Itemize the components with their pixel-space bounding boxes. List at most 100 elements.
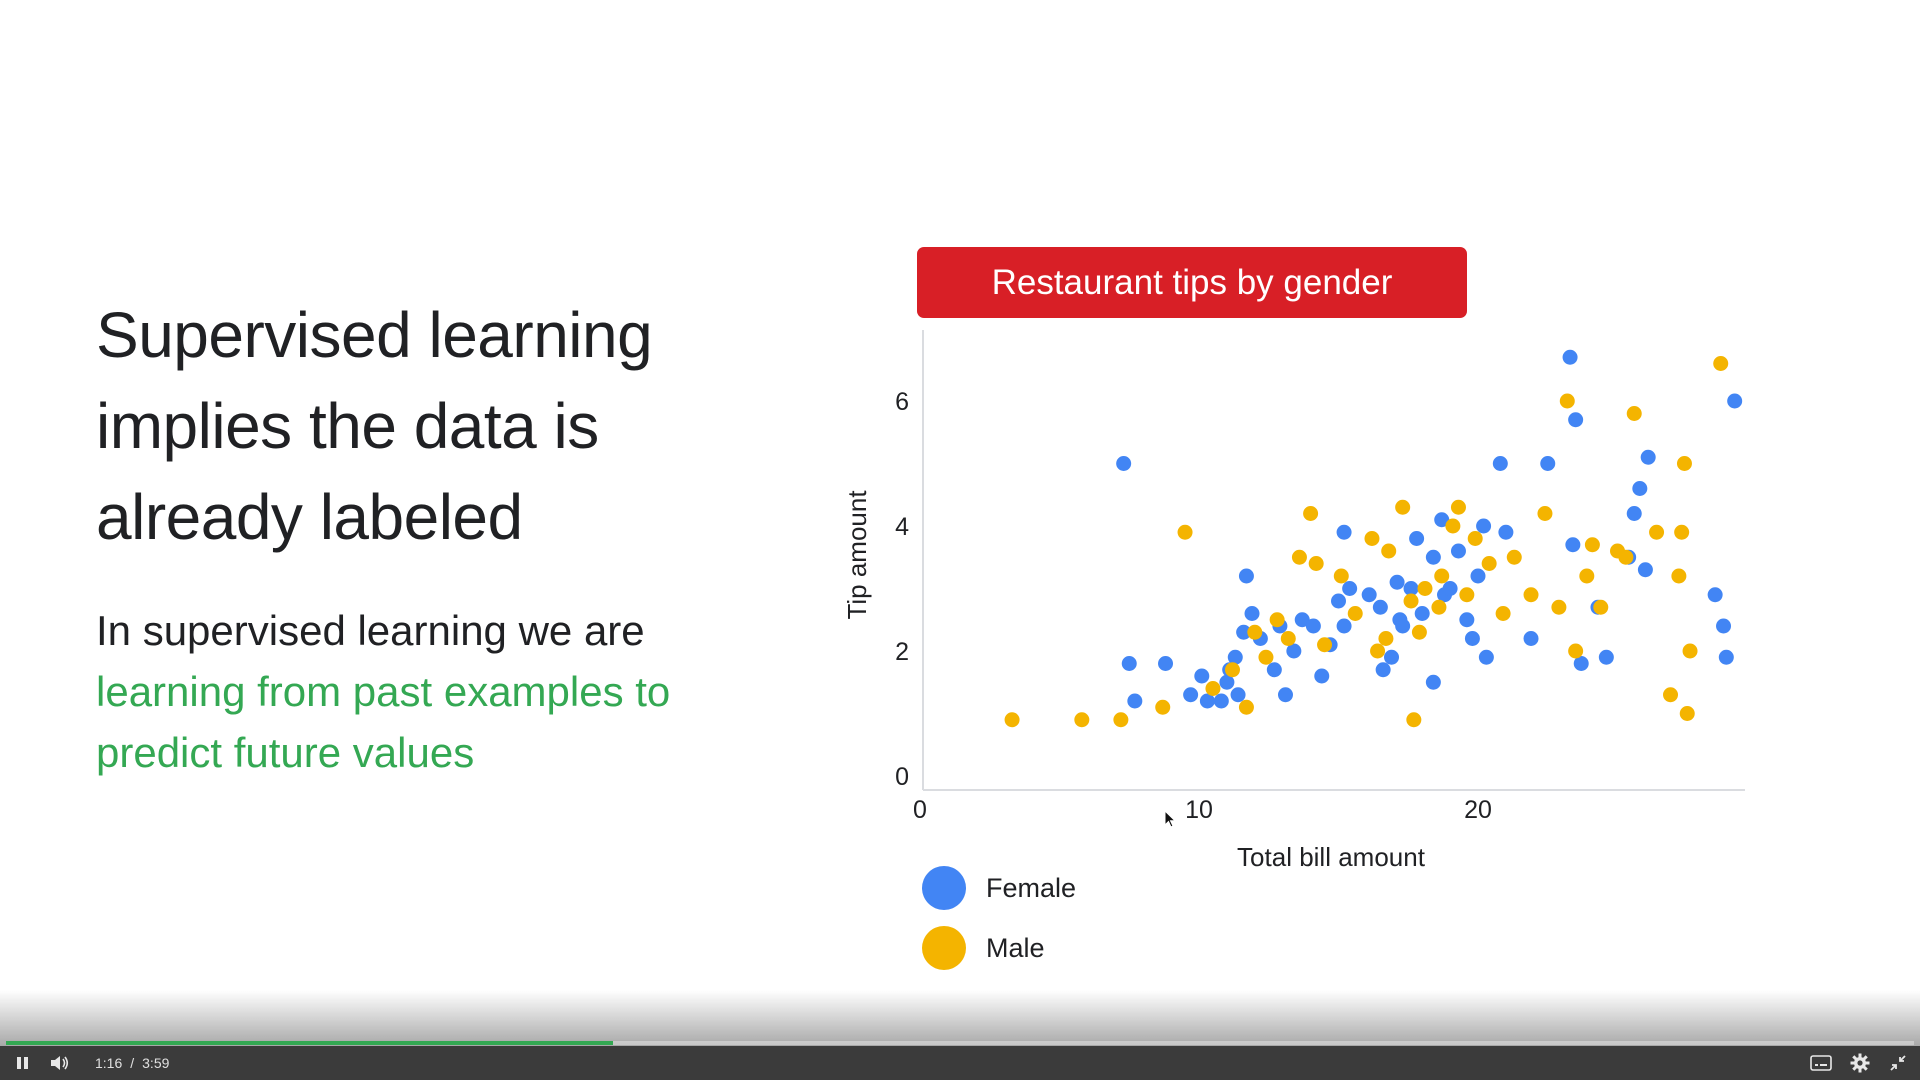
data-point-female — [1409, 531, 1425, 546]
data-point-female — [1199, 693, 1215, 709]
data-point-male — [1238, 699, 1254, 715]
data-point-male — [1626, 406, 1642, 421]
data-point-female — [1414, 606, 1430, 621]
data-point-male — [1291, 549, 1307, 565]
data-point-male — [1584, 537, 1600, 553]
data-point-male — [1333, 568, 1349, 584]
data-point-male — [1004, 712, 1020, 728]
exit-fullscreen-icon — [1890, 1055, 1906, 1071]
settings-button[interactable] — [1843, 1046, 1877, 1080]
data-point-male — [1481, 556, 1497, 571]
data-point-female — [1244, 606, 1260, 621]
data-point-female — [1277, 687, 1293, 703]
data-point-male — [1467, 531, 1483, 546]
pause-icon — [17, 1057, 28, 1069]
data-point-female — [1375, 662, 1391, 678]
settings-icon — [1850, 1053, 1870, 1073]
data-point-male — [1676, 456, 1692, 471]
time-separator: / — [130, 1055, 135, 1071]
data-point-male — [1411, 624, 1427, 640]
data-point-male — [1417, 581, 1433, 596]
data-point-female — [1562, 349, 1578, 365]
data-point-female — [1598, 649, 1614, 665]
volume-icon — [51, 1056, 69, 1070]
data-point-male — [1308, 556, 1324, 571]
x-tick-labels: 0 10 20 — [913, 796, 1492, 824]
data-point-male — [1247, 624, 1263, 640]
data-point-female — [1236, 624, 1252, 640]
data-point-female — [1395, 618, 1411, 634]
data-point-female — [1121, 656, 1137, 671]
data-point-male — [1205, 681, 1221, 696]
data-point-female — [1565, 537, 1581, 553]
data-point-female — [1194, 668, 1210, 684]
data-point-female — [1331, 593, 1346, 609]
data-point-female — [1640, 449, 1656, 465]
data-point-male — [1347, 606, 1363, 621]
data-point-female — [1336, 618, 1352, 634]
legend-marker-female — [922, 866, 966, 910]
data-point-male — [1074, 712, 1090, 728]
data-point-male — [1674, 524, 1690, 540]
data-point-female — [1389, 574, 1405, 590]
data-point-female — [1637, 562, 1653, 578]
data-point-male — [1381, 543, 1397, 559]
data-point-male — [1593, 599, 1609, 615]
data-point-female — [1450, 543, 1466, 559]
data-point-male — [1224, 662, 1240, 678]
volume-button[interactable] — [45, 1046, 75, 1080]
data-point-female — [1384, 649, 1400, 665]
data-point-female — [1372, 599, 1388, 615]
legend-item-male: Male — [922, 918, 1076, 978]
data-point-female — [1286, 643, 1302, 659]
data-point-female — [1266, 662, 1282, 678]
progress-bar[interactable] — [6, 1041, 1914, 1045]
y-axis-title: Tip amount — [842, 490, 872, 620]
data-point-male — [1370, 643, 1386, 659]
captions-button[interactable] — [1804, 1046, 1838, 1080]
data-point-female — [1540, 456, 1556, 471]
data-point-female — [1470, 568, 1486, 584]
data-point-female — [1425, 549, 1441, 565]
x-tick-label: 20 — [1464, 796, 1492, 824]
x-tick-label: 10 — [1185, 796, 1213, 824]
pause-button[interactable] — [8, 1046, 38, 1080]
data-point-female — [1478, 649, 1494, 665]
data-point-female — [1632, 481, 1648, 496]
data-point-male — [1364, 531, 1380, 546]
data-point-male — [1713, 356, 1729, 371]
data-point-male — [1537, 506, 1553, 521]
x-tick-label: 0 — [913, 796, 927, 824]
data-point-female — [1403, 581, 1419, 596]
data-point-male — [1450, 499, 1466, 515]
data-point-female — [1434, 512, 1450, 528]
data-point-female — [1230, 687, 1246, 703]
data-point-female — [1464, 631, 1480, 646]
body-text-accent: learning from past examples to predict f… — [96, 668, 671, 776]
data-point-female — [1498, 524, 1514, 540]
slide-headline: Supervised learning implies the data is … — [96, 299, 653, 553]
data-point-male — [1403, 593, 1419, 609]
legend-label-male: Male — [986, 932, 1045, 963]
data-point-female — [1294, 612, 1310, 628]
data-point-male — [1682, 643, 1698, 659]
data-point-female — [1219, 674, 1235, 690]
player-controls: 1:16 / 3:59 — [0, 1046, 1920, 1080]
chart-axes — [922, 330, 1745, 791]
data-point-female — [1183, 687, 1199, 703]
data-point-female — [1568, 412, 1584, 428]
current-time: 1:16 — [95, 1055, 123, 1071]
data-point-male — [1506, 549, 1522, 565]
data-point-female — [1727, 393, 1743, 409]
data-point-female — [1342, 581, 1358, 596]
data-point-male — [1663, 687, 1679, 703]
data-point-female — [1718, 649, 1734, 665]
exit-fullscreen-button[interactable] — [1881, 1046, 1915, 1080]
data-point-female — [1707, 587, 1723, 603]
data-point-male — [1568, 643, 1584, 659]
data-point-female — [1158, 656, 1174, 671]
data-point-male — [1679, 706, 1695, 721]
data-point-male — [1495, 606, 1511, 621]
data-point-male — [1155, 699, 1171, 715]
